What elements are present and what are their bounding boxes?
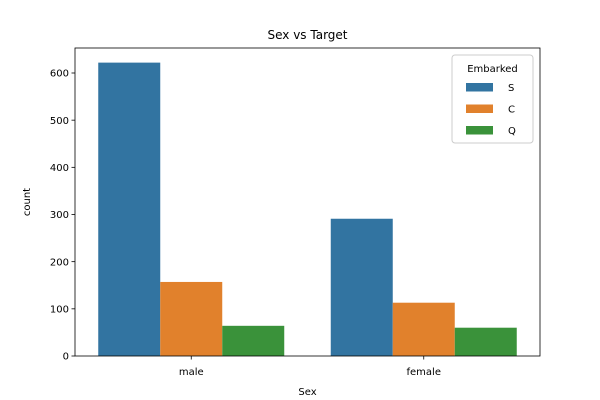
y-tick-label: 200 [50,257,69,268]
y-tick-label: 600 [50,69,69,80]
x-axis-ticks: male female [179,356,441,378]
y-axis-ticks: 0 100 200 300 400 500 600 [50,69,75,363]
x-axis-label: Sex [298,387,316,398]
legend: Embarked SCQ [451,54,534,144]
bar-Q-male [222,325,285,356]
bar-S-male [98,62,161,357]
legend-box [451,54,534,144]
x-tick-label-female: female [407,367,441,378]
legend-swatch-S [466,83,493,92]
legend-entries: SCQ [466,83,516,137]
plot-frame [74,47,541,357]
legend-label-Q: Q [508,126,516,137]
bar-C-male [160,281,223,356]
legend-label-C: C [508,105,515,116]
y-tick-label: 300 [50,210,69,221]
bar-Q-female [454,327,517,356]
y-tick-label: 400 [50,163,69,174]
legend-label-S: S [508,83,514,94]
x-tick-label-male: male [179,367,204,378]
y-tick-label: 100 [50,304,69,315]
y-axis-label: count [22,188,33,216]
bar-C-female [392,302,455,356]
bar-S-female [330,218,393,356]
legend-swatch-Q [466,126,493,135]
plot-area [98,62,517,357]
legend-swatch-C [466,104,493,113]
y-tick-label: 0 [63,352,69,363]
y-tick-label: 500 [50,116,69,127]
chart-title: Sex vs Target [268,28,348,42]
legend-title: Embarked [467,64,518,75]
